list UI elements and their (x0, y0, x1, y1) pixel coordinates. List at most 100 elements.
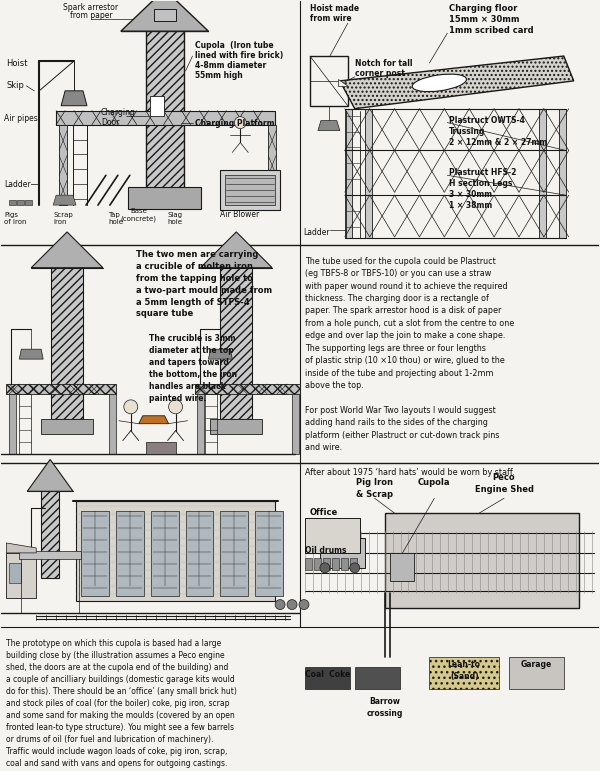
Text: or drums of oil (for fuel and lubrication of machinery).: or drums of oil (for fuel and lubricatio… (7, 735, 214, 744)
Text: Scrap
Iron: Scrap Iron (53, 212, 73, 225)
Text: & Scrap: & Scrap (356, 490, 393, 500)
Text: from paper: from paper (70, 12, 112, 20)
Bar (355, 667, 400, 689)
Bar (146, 442, 176, 453)
Text: Cupola  (Iron tube: Cupola (Iron tube (196, 41, 274, 50)
Text: Pig Iron: Pig Iron (356, 478, 393, 487)
Bar (314, 558, 321, 570)
Polygon shape (61, 91, 87, 106)
Bar (154, 9, 176, 22)
Text: The supporting legs are three or four lengths: The supporting legs are three or four le… (305, 344, 486, 352)
Text: Barrow: Barrow (369, 697, 400, 706)
Polygon shape (31, 232, 103, 268)
Text: Pigs
of Iron: Pigs of Iron (4, 212, 27, 225)
Text: Coal  Coke: Coal Coke (305, 670, 350, 679)
Circle shape (287, 600, 297, 610)
Text: and stock piles of coal (for the boiler) coke, pig iron, scrap: and stock piles of coal (for the boiler)… (7, 699, 230, 708)
Bar (226, 175, 275, 205)
Bar (350, 558, 357, 570)
Text: Peco: Peco (493, 473, 515, 483)
Text: Traffic would include wagon loads of coke, pig iron, scrap,: Traffic would include wagon loads of cok… (7, 746, 228, 756)
Bar (220, 511, 248, 596)
Bar (41, 483, 59, 577)
Text: 55mm high: 55mm high (196, 71, 243, 80)
Bar (341, 558, 348, 570)
Circle shape (169, 400, 182, 414)
Polygon shape (208, 349, 232, 359)
Text: handles are black: handles are black (149, 382, 226, 391)
Bar (19, 551, 81, 559)
Circle shape (235, 116, 246, 129)
Text: from a hole punch, cut a slot from the centre to one: from a hole punch, cut a slot from the c… (305, 319, 514, 328)
Bar (56, 111, 275, 125)
Bar (389, 553, 415, 581)
Text: paper. The spark arrestor hood is a disk of paper: paper. The spark arrestor hood is a disk… (305, 306, 502, 315)
Bar (345, 109, 352, 238)
Bar (430, 657, 499, 689)
Text: building close by (the illustration assumes a Peco engine: building close by (the illustration assu… (7, 651, 225, 660)
Bar (220, 260, 252, 419)
Text: Tap
hole: Tap hole (108, 212, 123, 225)
Text: from the tapping hole to: from the tapping hole to (136, 274, 253, 283)
Text: a couple of ancilliary buildings (domestic garage kits would: a couple of ancilliary buildings (domest… (7, 675, 235, 684)
Text: Lean-to: Lean-to (448, 660, 481, 669)
Text: and wire.: and wire. (305, 443, 342, 452)
Text: Ladder—: Ladder— (4, 180, 38, 189)
Polygon shape (139, 416, 169, 424)
Text: painted wire.: painted wire. (149, 394, 206, 403)
Bar (149, 96, 164, 116)
Bar (7, 384, 116, 394)
Bar (81, 511, 109, 596)
Text: and tapers toward: and tapers toward (149, 359, 229, 367)
Text: square tube: square tube (136, 309, 193, 318)
Bar (17, 200, 24, 205)
Text: lined with fire brick): lined with fire brick) (196, 51, 284, 60)
Bar (10, 394, 16, 453)
Text: Charging floor: Charging floor (449, 5, 518, 13)
Bar (385, 513, 579, 608)
Bar (220, 170, 280, 210)
Text: Office: Office (310, 508, 338, 517)
Bar (146, 22, 184, 195)
Bar (10, 563, 21, 583)
Text: (eg TBFS-8 or TBFS-10) or you can use a straw: (eg TBFS-8 or TBFS-10) or you can use a … (305, 269, 491, 278)
Bar (320, 538, 365, 567)
Bar (7, 553, 36, 598)
Text: Plastruct OWTS-4: Plastruct OWTS-4 (449, 116, 525, 125)
Text: the bottom, the iron: the bottom, the iron (149, 370, 237, 379)
Bar (365, 109, 371, 238)
Bar (151, 511, 179, 596)
Text: (Sand): (Sand) (450, 672, 479, 681)
Polygon shape (338, 79, 348, 86)
Text: After about 1975 ‘hard hats’ would be worn by staff.: After about 1975 ‘hard hats’ would be wo… (305, 468, 515, 477)
Bar (255, 511, 283, 596)
Text: The crucible is 3mm: The crucible is 3mm (149, 335, 235, 343)
Bar (509, 657, 564, 689)
Bar (539, 109, 546, 238)
Text: a crucible of molten iron: a crucible of molten iron (136, 261, 253, 271)
Text: Ladder: Ladder (303, 228, 329, 237)
Polygon shape (121, 0, 208, 31)
Text: Air pipes: Air pipes (4, 113, 38, 123)
Bar (559, 109, 566, 238)
Text: 4-8mm diameter: 4-8mm diameter (196, 61, 267, 70)
Circle shape (299, 600, 309, 610)
Circle shape (350, 563, 360, 573)
Polygon shape (53, 195, 76, 205)
Text: Charging
Door: Charging Door (101, 108, 136, 127)
Bar (310, 56, 348, 106)
Text: Oil drums: Oil drums (305, 546, 346, 555)
Bar (59, 125, 67, 205)
Text: coal and sand with vans and opens for outgoing castings.: coal and sand with vans and opens for ou… (7, 759, 228, 768)
Polygon shape (318, 120, 340, 130)
Text: do for this). There should be an ‘office’ (any small brick hut): do for this). There should be an ‘office… (7, 687, 237, 696)
Text: from wire: from wire (310, 15, 352, 23)
Text: Notch for tall: Notch for tall (355, 59, 412, 68)
Bar (197, 394, 205, 453)
Text: thickness. The charging door is a rectangle of: thickness. The charging door is a rectan… (305, 294, 489, 303)
Ellipse shape (412, 74, 466, 92)
Text: a two-part mould made from: a two-part mould made from (136, 285, 272, 295)
Text: Engine Shed: Engine Shed (475, 485, 533, 494)
Text: Charging Platform: Charging Platform (196, 119, 275, 128)
Bar (41, 419, 93, 433)
